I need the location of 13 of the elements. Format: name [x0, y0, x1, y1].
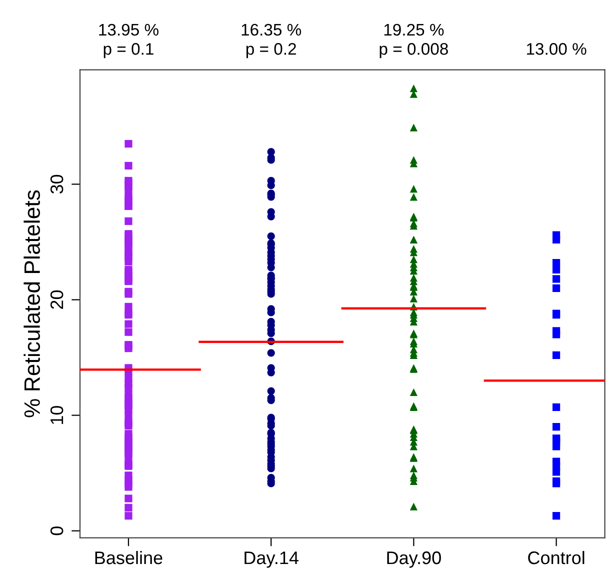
y-tick-label: 30: [50, 174, 64, 194]
x-tick-label: Baseline: [95, 550, 162, 564]
y-tick-label: 0: [50, 526, 64, 536]
text: 13.00 %: [526, 43, 586, 55]
x-tick-label: Day.14: [244, 552, 298, 568]
text: 13.95 % p = 0.1: [99, 24, 158, 58]
text: 19.25 % p = 0.008: [380, 24, 448, 58]
x-tick-label: Control: [528, 550, 584, 564]
x-tick-label: Day.90: [387, 551, 441, 568]
text: 16.35 % p = 0.2: [242, 24, 302, 58]
y-tick-label: 20: [50, 290, 64, 309]
y-axis-title: % Reticulated Platelets: [24, 190, 40, 418]
y-tick-label: 10: [50, 406, 64, 424]
